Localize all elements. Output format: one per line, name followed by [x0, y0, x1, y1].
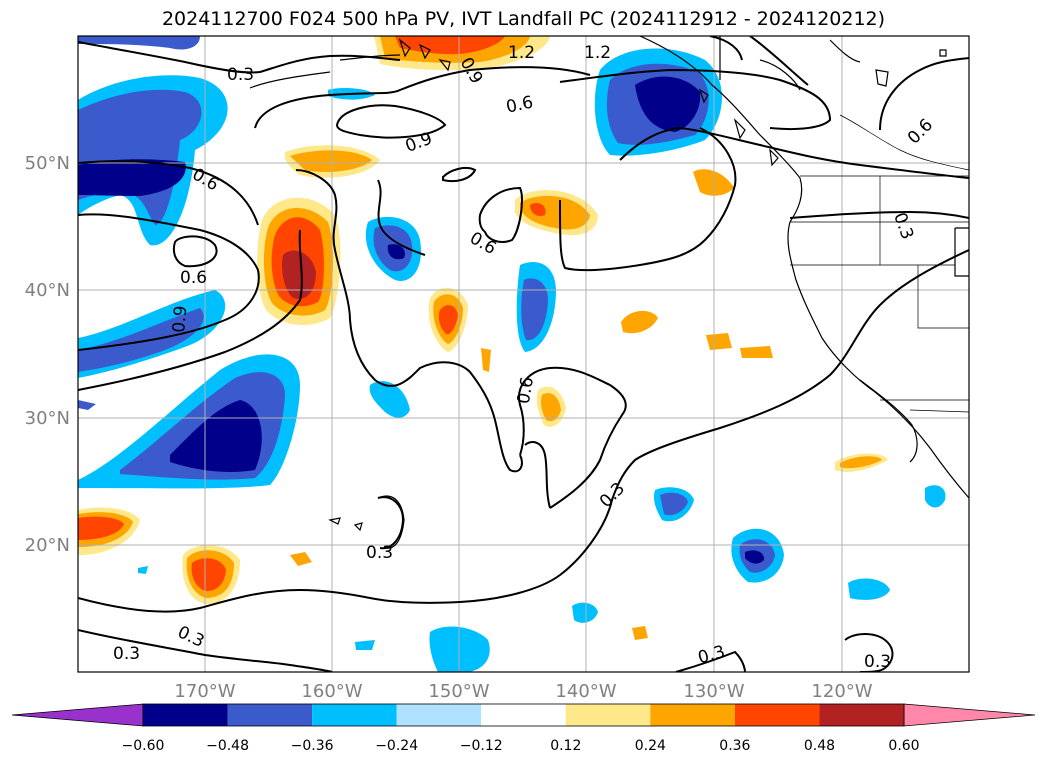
colorbar-tick-label: 0.36 [719, 738, 750, 754]
contour-label: 0.6 [514, 375, 538, 405]
colorbar-tick-label: −0.48 [206, 738, 249, 754]
colorbar-extend-right [903, 703, 1036, 727]
colorbar-segment [481, 704, 566, 726]
contour-label: 0.3 [366, 543, 393, 563]
colorbar-segment [312, 704, 397, 726]
lon-tick: 150°W [428, 681, 489, 702]
borders [790, 114, 969, 413]
colorbar-segment [819, 704, 904, 726]
contour-label: 0.3 [227, 65, 254, 85]
lat-tick: 20°N [25, 535, 70, 556]
lon-tick: 140°W [555, 681, 616, 702]
colorbar-tick-label: 0.24 [635, 738, 666, 754]
negative-shading [78, 36, 946, 672]
lon-tick: 160°W [301, 681, 362, 702]
longitude-labels: 170°W 160°W 150°W 140°W 130°W 120°W [174, 681, 872, 702]
contour-label: 0.3 [864, 652, 891, 672]
colorbar-segment [565, 704, 651, 726]
contours [78, 36, 969, 672]
lon-tick: 120°W [811, 681, 872, 702]
lon-tick: 170°W [174, 681, 235, 702]
colorbar-tick-label: −0.24 [375, 738, 418, 754]
contour-label: 0.9 [169, 305, 191, 334]
colorbar-segment [734, 704, 820, 726]
lat-tick: 50°N [25, 153, 70, 174]
colorbar-frame [142, 703, 905, 727]
colorbar-segment [227, 704, 313, 726]
contour-label: 1.2 [508, 43, 535, 63]
colorbar-segment [396, 704, 482, 726]
map-title: 2024112700 F024 500 hPa PV, IVT Landfall… [161, 8, 886, 30]
latitude-labels: 50°N 40°N 30°N 20°N [25, 153, 70, 556]
colorbar-tick-label: −0.36 [291, 738, 334, 754]
colorbar-tick-label: −0.60 [122, 738, 165, 754]
contour-label: 0.3 [113, 644, 140, 664]
gridlines [78, 36, 969, 672]
lon-tick: 130°W [683, 681, 744, 702]
colorbar-segment [650, 704, 735, 726]
contour-label: 0.6 [180, 268, 207, 288]
positive-shading [78, 36, 888, 640]
colorbar-tick-label: 0.12 [550, 738, 581, 754]
map-frame [77, 35, 970, 673]
colorbar-extend-left [11, 703, 144, 727]
colorbar-tick-label: 0.48 [804, 738, 835, 754]
colorbar: −0.60 −0.48 −0.36 −0.24 −0.12 0.12 0.24 0.36 0.4… [11, 703, 1036, 754]
colorbar-tick-label: 0.60 [888, 738, 919, 754]
lat-tick: 30°N [25, 408, 70, 429]
contour-label: 1.2 [584, 43, 611, 63]
colorbar-tick-label: −0.12 [460, 738, 503, 754]
colorbar-segment [143, 704, 228, 726]
lat-tick: 40°N [25, 280, 70, 301]
